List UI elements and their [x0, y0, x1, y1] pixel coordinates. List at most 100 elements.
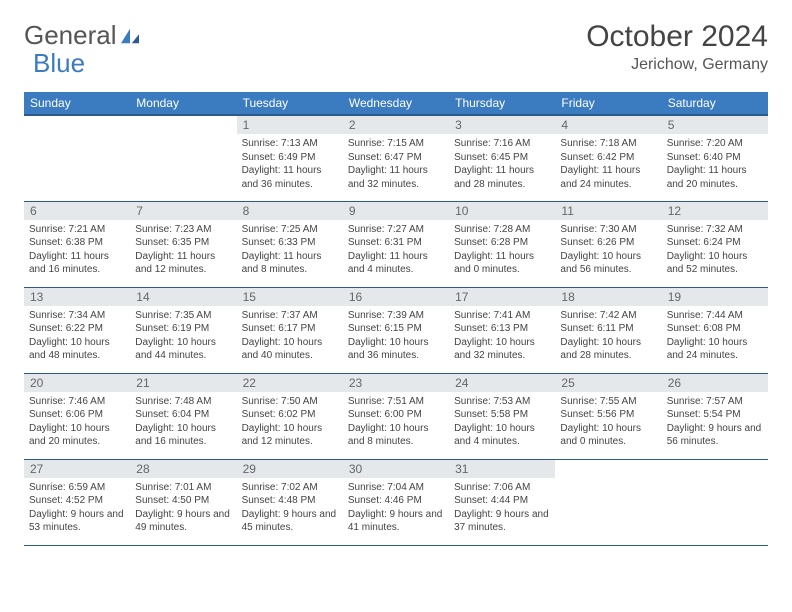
day-number: 21: [130, 374, 236, 392]
weekday-header-row: SundayMondayTuesdayWednesdayThursdayFrid…: [24, 92, 768, 115]
day-body: Sunrise: 7:02 AMSunset: 4:48 PMDaylight:…: [237, 478, 343, 538]
weekday-header: Friday: [555, 92, 661, 115]
logo-text-2: Blue: [33, 48, 85, 79]
day-number: 26: [662, 374, 768, 392]
calendar-cell: 1Sunrise: 7:13 AMSunset: 6:49 PMDaylight…: [237, 115, 343, 201]
calendar-cell: 28Sunrise: 7:01 AMSunset: 4:50 PMDayligh…: [130, 459, 236, 545]
day-body: Sunrise: 7:41 AMSunset: 6:13 PMDaylight:…: [449, 306, 555, 366]
title-block: October 2024 Jerichow, Germany: [586, 20, 768, 74]
calendar-cell: 30Sunrise: 7:04 AMSunset: 4:46 PMDayligh…: [343, 459, 449, 545]
calendar-week-row: 20Sunrise: 7:46 AMSunset: 6:06 PMDayligh…: [24, 373, 768, 459]
calendar-cell: 3Sunrise: 7:16 AMSunset: 6:45 PMDaylight…: [449, 115, 555, 201]
day-number: 4: [555, 116, 661, 134]
day-number: 2: [343, 116, 449, 134]
calendar-table: SundayMondayTuesdayWednesdayThursdayFrid…: [24, 92, 768, 546]
day-body: Sunrise: 7:06 AMSunset: 4:44 PMDaylight:…: [449, 478, 555, 538]
day-body: Sunrise: 7:25 AMSunset: 6:33 PMDaylight:…: [237, 220, 343, 280]
day-number: 16: [343, 288, 449, 306]
calendar-cell: 24Sunrise: 7:53 AMSunset: 5:58 PMDayligh…: [449, 373, 555, 459]
day-body: Sunrise: 7:44 AMSunset: 6:08 PMDaylight:…: [662, 306, 768, 366]
day-body: Sunrise: 7:15 AMSunset: 6:47 PMDaylight:…: [343, 134, 449, 194]
calendar-cell: [555, 459, 661, 545]
day-body: Sunrise: 7:04 AMSunset: 4:46 PMDaylight:…: [343, 478, 449, 538]
day-body: Sunrise: 7:50 AMSunset: 6:02 PMDaylight:…: [237, 392, 343, 452]
day-number: 10: [449, 202, 555, 220]
calendar-cell: 4Sunrise: 7:18 AMSunset: 6:42 PMDaylight…: [555, 115, 661, 201]
calendar-cell: 17Sunrise: 7:41 AMSunset: 6:13 PMDayligh…: [449, 287, 555, 373]
calendar-week-row: 1Sunrise: 7:13 AMSunset: 6:49 PMDaylight…: [24, 115, 768, 201]
calendar-week-row: 27Sunrise: 6:59 AMSunset: 4:52 PMDayligh…: [24, 459, 768, 545]
day-number: 19: [662, 288, 768, 306]
day-body: Sunrise: 7:32 AMSunset: 6:24 PMDaylight:…: [662, 220, 768, 280]
day-body: Sunrise: 7:18 AMSunset: 6:42 PMDaylight:…: [555, 134, 661, 194]
calendar-cell: 8Sunrise: 7:25 AMSunset: 6:33 PMDaylight…: [237, 201, 343, 287]
logo: General: [24, 20, 141, 51]
day-number: 5: [662, 116, 768, 134]
weekday-header: Sunday: [24, 92, 130, 115]
calendar-cell: 22Sunrise: 7:50 AMSunset: 6:02 PMDayligh…: [237, 373, 343, 459]
day-body: Sunrise: 7:39 AMSunset: 6:15 PMDaylight:…: [343, 306, 449, 366]
day-number: 1: [237, 116, 343, 134]
day-number: 12: [662, 202, 768, 220]
logo-text-1: General: [24, 20, 117, 51]
calendar-cell: [130, 115, 236, 201]
calendar-cell: 13Sunrise: 7:34 AMSunset: 6:22 PMDayligh…: [24, 287, 130, 373]
calendar-cell: 27Sunrise: 6:59 AMSunset: 4:52 PMDayligh…: [24, 459, 130, 545]
calendar-cell: 10Sunrise: 7:28 AMSunset: 6:28 PMDayligh…: [449, 201, 555, 287]
calendar-cell: 7Sunrise: 7:23 AMSunset: 6:35 PMDaylight…: [130, 201, 236, 287]
calendar-cell: [24, 115, 130, 201]
day-number: 24: [449, 374, 555, 392]
day-number: 3: [449, 116, 555, 134]
calendar-cell: 29Sunrise: 7:02 AMSunset: 4:48 PMDayligh…: [237, 459, 343, 545]
logo-sail-icon: [119, 27, 141, 45]
calendar-cell: 12Sunrise: 7:32 AMSunset: 6:24 PMDayligh…: [662, 201, 768, 287]
day-body: Sunrise: 7:16 AMSunset: 6:45 PMDaylight:…: [449, 134, 555, 194]
calendar-body: 1Sunrise: 7:13 AMSunset: 6:49 PMDaylight…: [24, 115, 768, 545]
day-body: Sunrise: 7:30 AMSunset: 6:26 PMDaylight:…: [555, 220, 661, 280]
day-number: 22: [237, 374, 343, 392]
calendar-cell: 15Sunrise: 7:37 AMSunset: 6:17 PMDayligh…: [237, 287, 343, 373]
day-body: Sunrise: 7:53 AMSunset: 5:58 PMDaylight:…: [449, 392, 555, 452]
calendar-cell: 18Sunrise: 7:42 AMSunset: 6:11 PMDayligh…: [555, 287, 661, 373]
day-number: 28: [130, 460, 236, 478]
day-number: 23: [343, 374, 449, 392]
day-body: Sunrise: 7:46 AMSunset: 6:06 PMDaylight:…: [24, 392, 130, 452]
calendar-cell: 21Sunrise: 7:48 AMSunset: 6:04 PMDayligh…: [130, 373, 236, 459]
day-body: Sunrise: 7:42 AMSunset: 6:11 PMDaylight:…: [555, 306, 661, 366]
weekday-header: Saturday: [662, 92, 768, 115]
day-number: 20: [24, 374, 130, 392]
calendar-cell: 20Sunrise: 7:46 AMSunset: 6:06 PMDayligh…: [24, 373, 130, 459]
day-number: 18: [555, 288, 661, 306]
day-number: 6: [24, 202, 130, 220]
day-body: Sunrise: 7:34 AMSunset: 6:22 PMDaylight:…: [24, 306, 130, 366]
calendar-cell: 5Sunrise: 7:20 AMSunset: 6:40 PMDaylight…: [662, 115, 768, 201]
weekday-header: Tuesday: [237, 92, 343, 115]
day-body: Sunrise: 7:51 AMSunset: 6:00 PMDaylight:…: [343, 392, 449, 452]
day-body: Sunrise: 7:13 AMSunset: 6:49 PMDaylight:…: [237, 134, 343, 194]
day-body: Sunrise: 7:28 AMSunset: 6:28 PMDaylight:…: [449, 220, 555, 280]
day-body: Sunrise: 7:21 AMSunset: 6:38 PMDaylight:…: [24, 220, 130, 280]
day-body: Sunrise: 7:55 AMSunset: 5:56 PMDaylight:…: [555, 392, 661, 452]
day-number: 25: [555, 374, 661, 392]
day-number: 14: [130, 288, 236, 306]
day-body: Sunrise: 6:59 AMSunset: 4:52 PMDaylight:…: [24, 478, 130, 538]
calendar-cell: 23Sunrise: 7:51 AMSunset: 6:00 PMDayligh…: [343, 373, 449, 459]
day-body: Sunrise: 7:27 AMSunset: 6:31 PMDaylight:…: [343, 220, 449, 280]
weekday-header: Thursday: [449, 92, 555, 115]
day-body: Sunrise: 7:48 AMSunset: 6:04 PMDaylight:…: [130, 392, 236, 452]
calendar-cell: 2Sunrise: 7:15 AMSunset: 6:47 PMDaylight…: [343, 115, 449, 201]
day-body: Sunrise: 7:35 AMSunset: 6:19 PMDaylight:…: [130, 306, 236, 366]
day-number: 7: [130, 202, 236, 220]
day-number: 31: [449, 460, 555, 478]
location: Jerichow, Germany: [586, 56, 768, 74]
day-number: 9: [343, 202, 449, 220]
weekday-header: Wednesday: [343, 92, 449, 115]
day-body: Sunrise: 7:01 AMSunset: 4:50 PMDaylight:…: [130, 478, 236, 538]
day-body: Sunrise: 7:23 AMSunset: 6:35 PMDaylight:…: [130, 220, 236, 280]
day-number: 11: [555, 202, 661, 220]
day-number: 15: [237, 288, 343, 306]
day-number: 8: [237, 202, 343, 220]
calendar-cell: [662, 459, 768, 545]
calendar-cell: 16Sunrise: 7:39 AMSunset: 6:15 PMDayligh…: [343, 287, 449, 373]
weekday-header: Monday: [130, 92, 236, 115]
